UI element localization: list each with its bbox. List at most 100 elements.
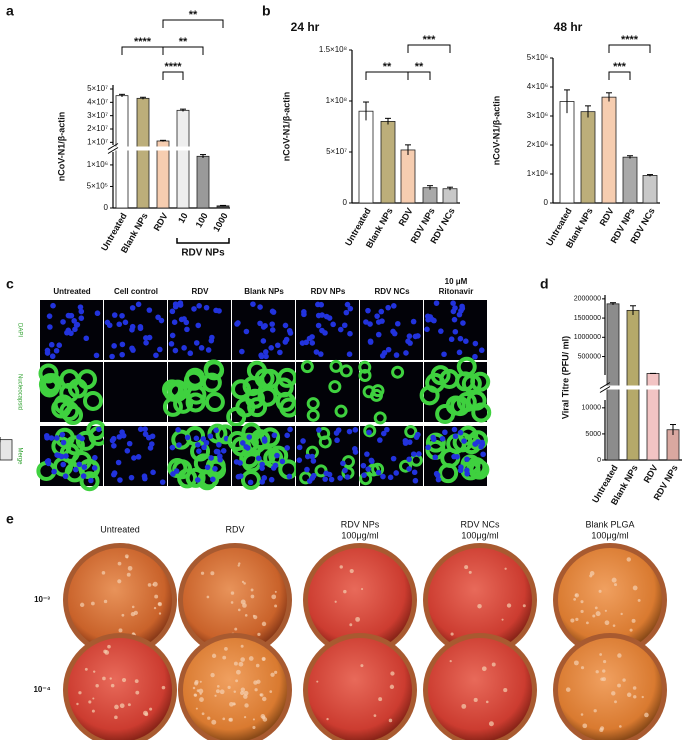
cell: [250, 429, 271, 450]
column-label: Untreated: [100, 524, 140, 534]
panel-letter: d: [540, 276, 549, 292]
nucleus: [257, 320, 263, 327]
plaque: [248, 656, 254, 661]
cell: [471, 402, 492, 423]
nucleus: [51, 468, 57, 475]
nucleus: [282, 339, 289, 345]
nucleus: [73, 466, 79, 473]
y-tick-label: 5000: [585, 431, 601, 438]
y-tick-label: 1×10⁶: [87, 160, 108, 169]
plaque: [612, 624, 616, 627]
nucleus: [451, 426, 458, 433]
nucleus: [120, 432, 127, 439]
nucleus: [274, 452, 280, 459]
nucleus: [271, 432, 278, 439]
plaque: [614, 700, 617, 704]
cell: [435, 403, 456, 424]
nucleus: [124, 448, 131, 454]
nucleus: [406, 466, 412, 472]
nucleus: [129, 323, 136, 330]
plaque: [193, 681, 199, 686]
nucleus: [250, 301, 256, 307]
nucleus: [427, 314, 434, 320]
plaque: [637, 598, 641, 602]
column-label: Blank PLGA: [585, 519, 634, 529]
nucleus: [328, 476, 335, 483]
plaque: [261, 621, 267, 627]
row-label: Nucleocapsid: [16, 374, 22, 410]
plaque: [602, 669, 606, 673]
nucleus: [279, 458, 286, 465]
nucleus: [171, 319, 178, 326]
nucleus: [150, 469, 156, 476]
plaque: [200, 571, 205, 575]
bar: [358, 110, 374, 204]
plaque: [240, 657, 245, 662]
nucleus: [169, 332, 176, 339]
y-tick-label: 3×10⁷: [87, 111, 108, 120]
cell: [329, 359, 343, 373]
nucleus: [457, 467, 464, 474]
nucleus: [240, 440, 246, 446]
nucleus: [176, 442, 182, 448]
plaque: [93, 670, 96, 673]
nucleus: [346, 351, 353, 357]
nucleus: [364, 451, 370, 457]
significance-bracket: [365, 71, 409, 80]
nucleus: [111, 442, 117, 449]
nucleus: [129, 305, 136, 311]
plaque: [230, 591, 235, 595]
break-mark: [107, 147, 119, 154]
nucleus: [239, 348, 245, 355]
nucleus: [270, 465, 277, 471]
nucleus: [194, 477, 201, 483]
nucleus: [309, 340, 316, 346]
nucleus: [301, 311, 307, 318]
plaque: [504, 567, 507, 570]
nucleus: [451, 453, 457, 460]
nucleus: [194, 441, 201, 448]
plaque: [522, 604, 526, 608]
x-tick-label: 10: [176, 211, 190, 225]
plaque: [240, 690, 245, 696]
nucleus: [380, 430, 387, 437]
plaque: [580, 609, 584, 614]
nucleus: [207, 433, 214, 440]
plaque: [210, 672, 215, 678]
nucleus: [460, 320, 466, 326]
nucleus: [309, 334, 315, 340]
nucleus: [411, 469, 418, 476]
nucleus: [412, 477, 419, 484]
column-label: 100μg/ml: [461, 530, 498, 540]
nucleus: [217, 453, 223, 460]
plaque: [506, 603, 512, 608]
significance-label: **: [189, 9, 198, 21]
nucleus: [45, 460, 52, 467]
y-tick-label: 0: [343, 198, 348, 207]
plaque: [390, 671, 395, 676]
nucleus: [246, 434, 253, 440]
plaque: [130, 611, 136, 617]
plaque: [243, 694, 248, 699]
micrograph: [40, 300, 103, 360]
plaque: [389, 684, 395, 690]
y-tick-label: 1.5×10⁸: [319, 45, 347, 54]
nucleus: [46, 313, 53, 319]
nucleus: [263, 353, 269, 360]
cell: [450, 396, 471, 417]
plaque: [485, 700, 489, 704]
nucleus: [135, 301, 142, 308]
plaque: [613, 583, 618, 587]
y-tick-label: 1×10⁸: [326, 96, 347, 105]
y-tick-label: 0: [104, 203, 109, 212]
column-label: RDV: [192, 287, 210, 296]
plaque: [565, 687, 571, 692]
chart-title: 24 hr: [291, 20, 320, 34]
nucleus: [448, 336, 455, 343]
cell: [467, 430, 488, 451]
nucleus: [379, 352, 386, 359]
plaque: [195, 707, 198, 710]
plaque: [580, 713, 584, 716]
nucleus: [111, 312, 118, 318]
nucleus: [80, 473, 87, 479]
